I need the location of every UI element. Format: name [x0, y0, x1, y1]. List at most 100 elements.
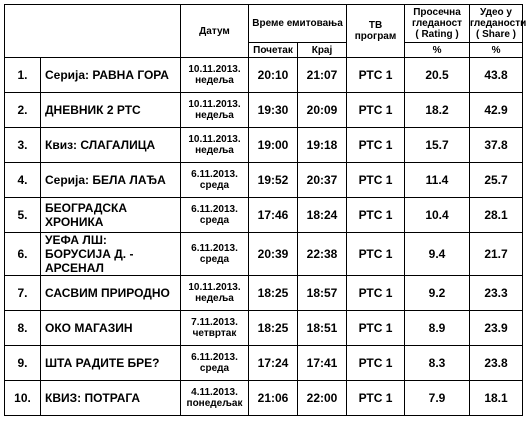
rating-value: 7.9	[428, 391, 446, 405]
ratings-document: Датум Време емитовања ТВ програм Просечн…	[4, 4, 526, 416]
show-title-cell: БЕОГРАДСКА ХРОНИКА	[40, 197, 181, 233]
share-value: 18.1	[484, 391, 508, 405]
start-time: 19:00	[257, 138, 289, 152]
channel-cell: РТС 1	[346, 275, 406, 311]
table-row: 10. КВИЗ: ПОТРАГА 4.11.2013. понедељак 21:06…	[4, 380, 524, 416]
channel-cell: РТС 1	[346, 310, 406, 346]
broadcast-date: 10.11.2013.	[188, 64, 241, 75]
date-cell: 7.11.2013. четвртак	[180, 310, 249, 346]
show-title-cell: УЕФА ЛШ: БОРУСИЈА Д. - АРСЕНАЛ	[40, 232, 181, 276]
rating-value: 9.4	[428, 247, 446, 261]
date-cell: 4.11.2013. понедељак	[180, 380, 249, 416]
date-cell: 6.11.2013. среда	[180, 345, 249, 381]
rating-cell: 8.9	[404, 310, 471, 346]
share-cell: 37.8	[469, 127, 524, 163]
channel-cell: РТС 1	[346, 57, 406, 93]
share-value: 23.3	[484, 286, 508, 300]
channel-name: РТС 1	[358, 68, 393, 82]
end-time: 22:38	[306, 247, 338, 261]
show-title-cell: ШТА РАДИТЕ БРЕ?	[40, 345, 181, 381]
header-channel: ТВ програм	[346, 4, 406, 58]
table-row: 7. САСВИМ ПРИРОДНО 10.11.2013. недеља 18:25 1…	[4, 275, 524, 311]
share-cell: 25.7	[469, 162, 524, 198]
start-time-cell: 21:06	[248, 380, 298, 416]
start-time-cell: 19:30	[248, 92, 298, 128]
broadcast-day: недеља	[195, 145, 234, 156]
header-date: Датум	[180, 4, 249, 58]
broadcast-day: недеља	[195, 293, 234, 304]
show-title: ШТА РАДИТЕ БРЕ?	[45, 356, 160, 370]
header-broadcast-time: Време емитовања	[247, 4, 348, 43]
header-rating: Просечна гледаност ( Rating )	[404, 4, 471, 43]
channel-name: РТС 1	[358, 247, 393, 261]
end-time-cell: 22:38	[296, 232, 348, 276]
share-value: 21.7	[484, 247, 508, 261]
end-time: 22:00	[306, 391, 338, 405]
broadcast-date: 4.11.2013.	[191, 387, 238, 398]
channel-name: РТС 1	[358, 103, 393, 117]
end-time-cell: 20:09	[296, 92, 348, 128]
start-time: 21:06	[257, 391, 289, 405]
channel-name: РТС 1	[358, 286, 393, 300]
table-row: 9. ШТА РАДИТЕ БРЕ? 6.11.2013. среда 17:24 17:…	[4, 345, 524, 381]
rating-cell: 15.7	[404, 127, 471, 163]
show-title: КВИЗ: ПОТРАГА	[45, 391, 141, 405]
channel-name: РТС 1	[358, 208, 393, 222]
show-title-cell: САСВИМ ПРИРОДНО	[40, 275, 181, 311]
header-end: Крај	[296, 42, 348, 58]
rating-cell: 7.9	[404, 380, 471, 416]
date-cell: 10.11.2013. недеља	[180, 275, 249, 311]
broadcast-date: 10.11.2013.	[188, 282, 241, 293]
end-time-cell: 21:07	[296, 57, 348, 93]
rank-number: 4.	[17, 173, 28, 187]
share-cell: 43.8	[469, 57, 524, 93]
share-value: 25.7	[484, 173, 508, 187]
start-time-cell: 17:46	[248, 197, 298, 233]
end-time-cell: 19:18	[296, 127, 348, 163]
show-title: Серија: БЕЛА ЛАЂА	[45, 173, 166, 187]
share-value: 23.8	[484, 356, 508, 370]
broadcast-date: 6.11.2013.	[191, 352, 238, 363]
end-time: 19:18	[306, 138, 338, 152]
table-row: 5. БЕОГРАДСКА ХРОНИКА 6.11.2013. среда 17:46…	[4, 197, 524, 233]
share-cell: 21.7	[469, 232, 524, 276]
subheader-row: Почетак Крај % %	[5, 42, 524, 58]
broadcast-date: 6.11.2013.	[191, 169, 238, 180]
rank-cell: 5.	[4, 197, 41, 233]
rating-value: 8.3	[428, 356, 446, 370]
share-cell: 23.8	[469, 345, 524, 381]
rank-number: 5.	[17, 208, 28, 222]
end-time: 18:57	[306, 286, 338, 300]
rating-value: 11.4	[425, 173, 449, 187]
table-row: 1. Серија: РАВНА ГОРА 10.11.2013. недеља 20:…	[4, 57, 524, 93]
broadcast-day: среда	[199, 215, 230, 226]
start-time: 20:10	[257, 68, 289, 82]
table-row: 6. УЕФА ЛШ: БОРУСИЈА Д. - АРСЕНАЛ 6.11.2013…	[4, 232, 524, 276]
rank-number: 10.	[14, 391, 31, 405]
start-time: 20:39	[257, 247, 289, 261]
rating-value: 8.9	[428, 321, 446, 335]
rating-cell: 11.4	[404, 162, 471, 198]
show-title-cell: КВИЗ: ПОТРАГА	[40, 380, 181, 416]
share-value: 43.8	[484, 68, 508, 82]
header-blank-cell	[4, 4, 181, 58]
end-time-cell: 18:51	[296, 310, 348, 346]
rank-cell: 3.	[4, 127, 41, 163]
broadcast-day: среда	[199, 363, 230, 374]
ratings-table: Датум Време емитовања ТВ програм Просечн…	[4, 4, 526, 416]
broadcast-date: 6.11.2013.	[191, 243, 238, 254]
start-time-cell: 20:39	[248, 232, 298, 276]
end-time: 20:37	[306, 173, 338, 187]
end-time-cell: 17:41	[296, 345, 348, 381]
start-time: 18:25	[257, 321, 289, 335]
rating-cell: 20.5	[404, 57, 471, 93]
table-row: 4. Серија: БЕЛА ЛАЂА 6.11.2013. среда 19:52 2…	[4, 162, 524, 198]
rank-cell: 2.	[4, 92, 41, 128]
rank-number: 3.	[17, 138, 28, 152]
show-title: САСВИМ ПРИРОДНО	[45, 286, 170, 300]
show-title-cell: Квиз: СЛАГАЛИЦА	[40, 127, 181, 163]
share-cell: 28.1	[469, 197, 524, 233]
broadcast-date: 7.11.2013.	[191, 317, 238, 328]
channel-cell: РТС 1	[346, 345, 406, 381]
date-cell: 10.11.2013. недеља	[180, 127, 249, 163]
